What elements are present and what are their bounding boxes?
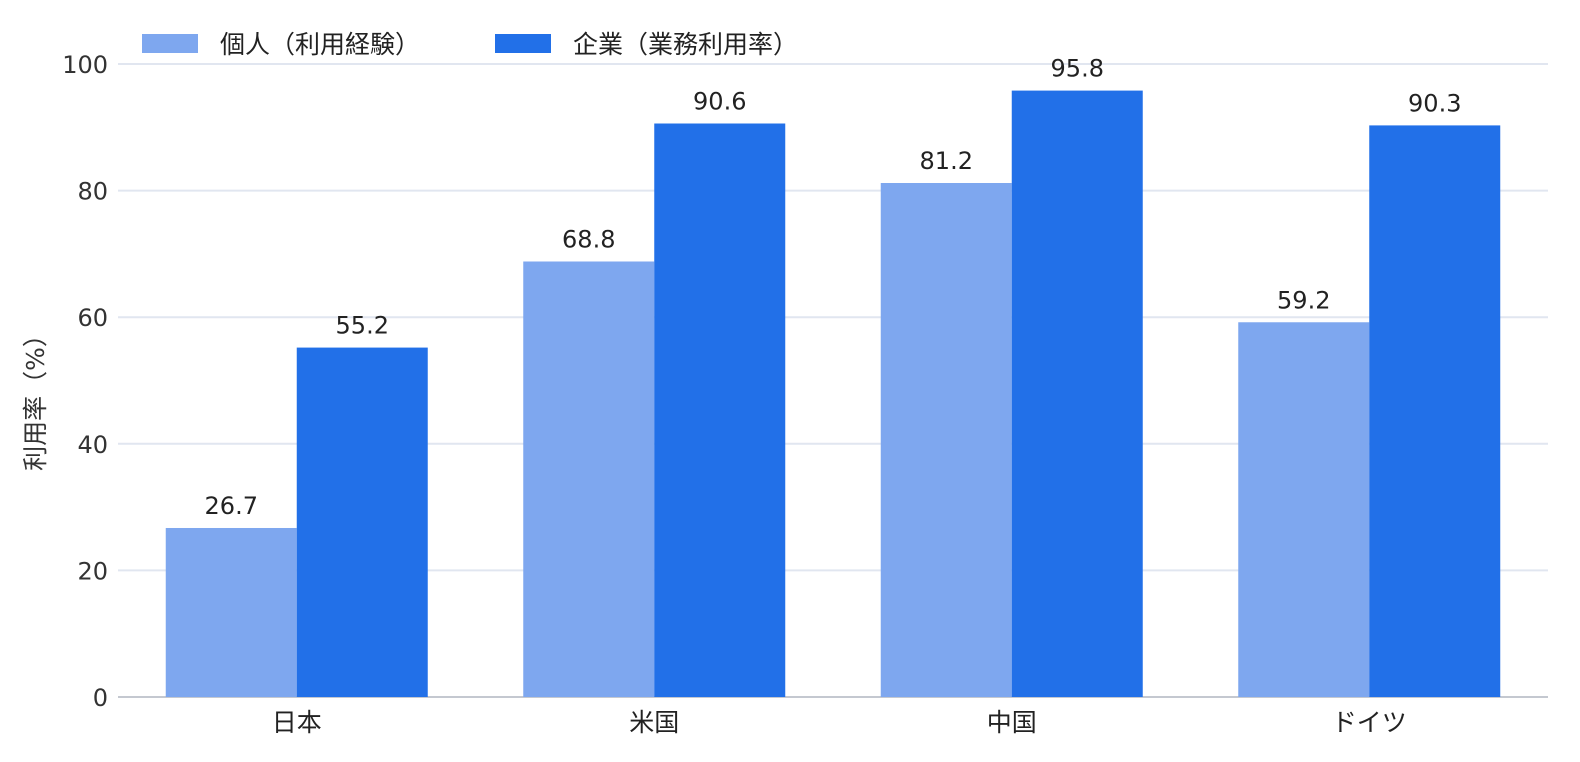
data-label: 68.8 [562,225,615,253]
legend-swatch [495,34,551,53]
y-tick-label: 60 [77,304,108,332]
bar-enterprise[interactable] [1011,90,1143,697]
y-axis-label: 利用率（%） [21,322,50,471]
y-tick-label: 0 [93,684,108,712]
x-tick-label: 中国 [987,708,1037,737]
y-tick-label: 20 [77,557,108,585]
y-tick-label: 80 [77,178,108,206]
data-label: 26.7 [205,492,258,520]
data-label: 59.2 [1277,286,1330,314]
data-label: 95.8 [1051,55,1104,83]
data-labels: 26.7 55.2 68.8 90.6 81.2 95.8 59.2 90.3 [205,55,1462,520]
bar-individual[interactable] [1238,322,1370,697]
bar-individual[interactable] [523,261,655,697]
data-label: 81.2 [920,147,973,175]
bar-individual[interactable] [880,183,1012,697]
legend-swatch [142,34,198,53]
legend-item[interactable]: 個人（利用経験） [142,30,420,59]
data-label: 55.2 [336,312,389,340]
x-tick-label: 米国 [629,708,679,737]
data-label: 90.3 [1408,89,1461,117]
legend[interactable]: 個人（利用経験） 企業（業務利用率） [142,30,798,59]
y-tick-label: 100 [62,51,108,79]
x-axis: 日本 米国 中国 ドイツ [272,708,1407,737]
bar-enterprise[interactable] [654,123,786,697]
x-tick-label: ドイツ [1332,708,1407,737]
legend-item[interactable]: 企業（業務利用率） [495,30,798,59]
y-tick-label: 40 [77,431,108,459]
legend-label: 企業（業務利用率） [573,30,798,59]
legend-label: 個人（利用経験） [220,30,420,59]
x-tick-label: 日本 [272,708,322,737]
bar-enterprise[interactable] [1369,125,1501,697]
bar-enterprise[interactable] [296,347,428,697]
data-label: 90.6 [693,88,746,116]
bar-individual[interactable] [165,527,297,697]
bars [165,90,1501,697]
